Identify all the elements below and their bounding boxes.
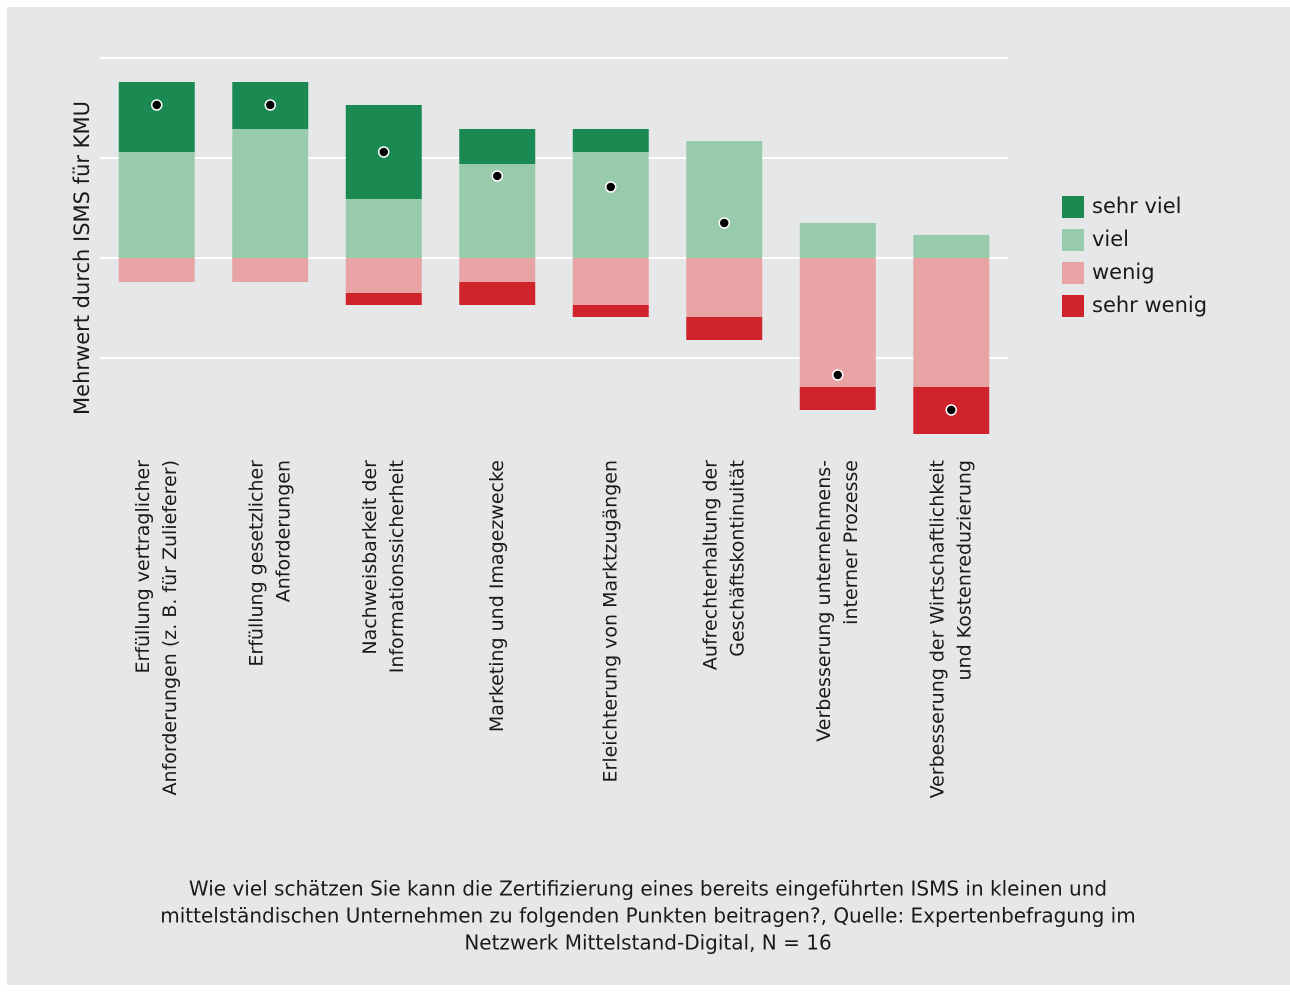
x-tick-label: Marketing und Imagezwecke [486, 460, 508, 732]
mean-point [491, 170, 503, 182]
legend-label: sehr wenig [1092, 293, 1207, 317]
bar-segment [118, 258, 195, 282]
x-tick-label: Verbesserung der Wirtschaftlichkeit [926, 460, 948, 798]
x-tick-label: Aufrechterhaltung der [699, 460, 721, 670]
legend-swatch [1062, 262, 1084, 284]
bar-segment [799, 258, 876, 387]
bar-segment [913, 258, 990, 387]
x-tick-label: interner Prozesse [840, 460, 862, 625]
legend-swatch [1062, 295, 1084, 317]
y-axis-label: Mehrwert durch ISMS für KMU [70, 101, 94, 415]
mean-point [945, 404, 957, 416]
bar-segment [799, 387, 876, 410]
x-tick-label: Erfüllung gesetzlicher [245, 460, 267, 667]
bar-segment [118, 152, 195, 258]
x-tick-label: Verbesserung unternehmens- [813, 460, 835, 742]
mean-point [378, 146, 390, 158]
x-tick-label: Geschäftskontinuität [726, 460, 748, 657]
mean-point [151, 99, 163, 111]
bar-segment [345, 199, 422, 258]
bar-segment [232, 129, 309, 258]
bar-segment [572, 152, 649, 258]
bar-segment [459, 282, 536, 305]
x-tick-label: und Kostenreduzierung [953, 460, 975, 681]
caption: mittelständischen Unternehmen zu folgend… [160, 904, 1135, 928]
mean-point [832, 369, 844, 381]
legend-swatch [1062, 229, 1084, 251]
x-tick-label: Nachweisbarkeit der [359, 460, 381, 655]
x-tick-label: Erfüllung vertraglicher [132, 460, 154, 674]
bar-segment [459, 258, 536, 282]
bar-segment [572, 305, 649, 317]
caption: Wie viel schätzen Sie kann die Zertifizi… [189, 877, 1107, 901]
legend-label: sehr viel [1092, 194, 1182, 218]
x-tick-label: Anforderungen [272, 460, 294, 602]
x-tick-label: Informationssicherheit [386, 460, 408, 673]
bar-segment [686, 258, 763, 317]
bar-segment [118, 82, 195, 152]
bar-segment [686, 141, 763, 258]
x-tick-label: Anforderungen (z. B. für Zulieferer) [159, 460, 181, 795]
bar-segment [459, 129, 536, 164]
caption: Netzwerk Mittelstand-Digital, N = 16 [464, 931, 831, 955]
legend-swatch [1062, 196, 1084, 218]
bar-segment [572, 129, 649, 152]
legend-label: viel [1092, 227, 1129, 251]
x-tick-label: Erleichterung von Marktzugängen [599, 460, 621, 783]
bar-segment [345, 258, 422, 293]
bar-segment [913, 235, 990, 258]
bar-segment [799, 223, 876, 258]
bar-segment [232, 258, 309, 282]
bar-segment [686, 317, 763, 340]
legend-label: wenig [1092, 260, 1155, 284]
mean-point [264, 99, 276, 111]
mean-point [718, 217, 730, 229]
bar-segment [345, 293, 422, 305]
mean-point [605, 181, 617, 193]
bar-segment [572, 258, 649, 305]
